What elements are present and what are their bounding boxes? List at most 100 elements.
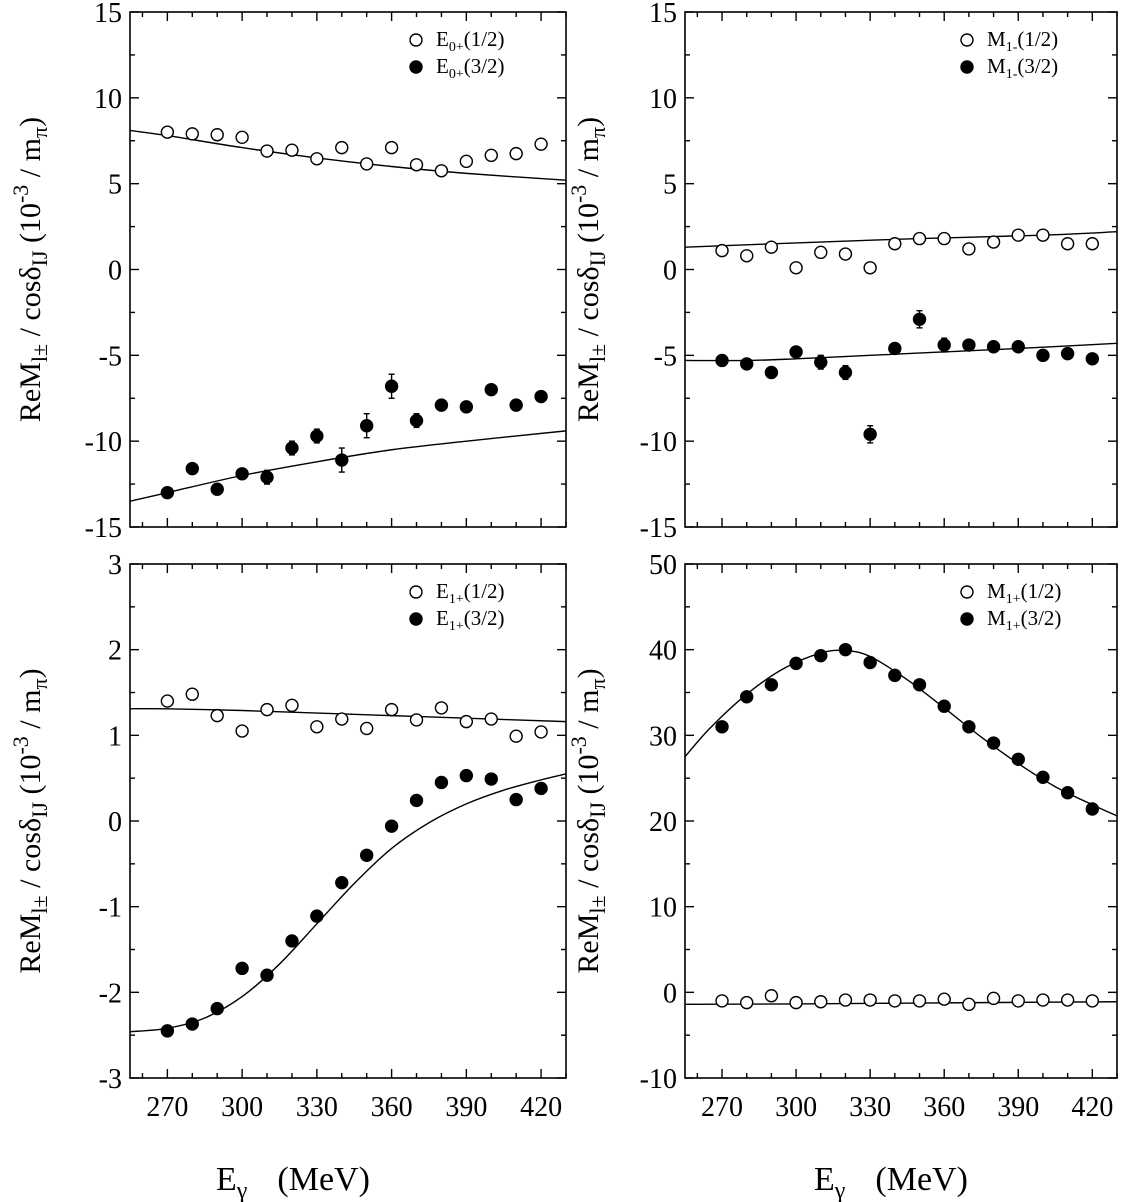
y-tick-label: 0 bbox=[663, 978, 677, 1009]
data-point bbox=[509, 792, 523, 807]
data-point bbox=[937, 992, 951, 1006]
x-tick-label: 390 bbox=[445, 1092, 487, 1123]
legend-label: M1-(3/2) bbox=[987, 54, 1058, 82]
data-point bbox=[863, 993, 877, 1007]
data-point bbox=[434, 701, 449, 715]
y-tick-label: 0 bbox=[108, 807, 122, 838]
data-point bbox=[937, 338, 951, 352]
data-point bbox=[814, 355, 828, 369]
legend-label: M1-(1/2) bbox=[987, 27, 1058, 55]
data-point bbox=[986, 736, 1001, 750]
legend-marker bbox=[960, 33, 974, 47]
data-point bbox=[459, 400, 474, 414]
data-point bbox=[814, 995, 828, 1009]
plot-frame bbox=[129, 563, 567, 1079]
data-point bbox=[863, 261, 877, 275]
legend-label: E0+(1/2) bbox=[436, 27, 505, 55]
data-point bbox=[986, 235, 1001, 249]
legend-marker bbox=[409, 33, 423, 47]
y-tick-label: -10 bbox=[85, 427, 122, 458]
series-E1+-filled bbox=[160, 768, 548, 1038]
data-point bbox=[1060, 237, 1075, 251]
legend-label: E0+(3/2) bbox=[436, 54, 505, 82]
data-point bbox=[260, 144, 274, 158]
panel-top-left: 15 10 5 0 -5 -10 -15 ReMl± / cosδIJ (10-3 / mπ)… bbox=[8, 0, 567, 544]
x-tick-label: 300 bbox=[221, 1092, 263, 1123]
data-point bbox=[740, 995, 754, 1010]
data-point bbox=[1036, 770, 1050, 785]
x-tick-label: 300 bbox=[775, 1092, 817, 1123]
legend: M1+(1/2)M1+(3/2) bbox=[960, 579, 1061, 634]
data-point bbox=[962, 720, 976, 734]
x-tick-label: 390 bbox=[997, 1092, 1039, 1123]
data-point bbox=[1085, 994, 1100, 1008]
plot-frame bbox=[684, 11, 1118, 528]
legend-marker bbox=[409, 60, 423, 74]
data-point bbox=[789, 995, 803, 1010]
data-point bbox=[235, 130, 249, 145]
data-point bbox=[1011, 340, 1025, 354]
y-axis-title: ReMl± / cosδIJ (10-3 / mπ) bbox=[566, 668, 610, 973]
data-point bbox=[285, 143, 299, 157]
y-tick-label: 5 bbox=[663, 170, 677, 201]
data-point bbox=[534, 137, 548, 151]
y-tick-label: -2 bbox=[99, 978, 122, 1009]
data-point bbox=[160, 694, 175, 708]
y-tick-label: 10 bbox=[649, 893, 677, 924]
data-point bbox=[740, 249, 754, 263]
data-point bbox=[335, 875, 349, 890]
x-axis-title-left: Eγ (MeV) bbox=[216, 1161, 370, 1202]
data-point bbox=[310, 909, 324, 923]
data-point bbox=[359, 419, 374, 433]
data-point bbox=[1011, 752, 1025, 767]
y-tick-label: -5 bbox=[654, 341, 677, 372]
y-axis-title: ReMl± / cosδIJ (10-3 / mπ) bbox=[8, 668, 52, 973]
data-point bbox=[210, 708, 224, 723]
series-E0+-open bbox=[160, 125, 548, 178]
legend-marker bbox=[960, 60, 974, 74]
data-point bbox=[484, 148, 498, 163]
y-tick-label: 10 bbox=[649, 84, 677, 115]
data-point bbox=[260, 470, 274, 484]
y-tick-label: -3 bbox=[99, 1064, 122, 1095]
legend-marker bbox=[409, 585, 423, 599]
plot-frame bbox=[129, 11, 567, 528]
data-point bbox=[409, 158, 424, 172]
legend-label: E1+(3/2) bbox=[436, 606, 505, 634]
data-point bbox=[814, 648, 828, 663]
y-tick-label: 40 bbox=[649, 636, 677, 667]
data-point bbox=[484, 382, 498, 397]
data-point bbox=[888, 668, 902, 683]
legend-marker bbox=[409, 612, 423, 626]
legend-label: E1+(1/2) bbox=[436, 579, 505, 607]
data-point bbox=[185, 687, 199, 701]
data-point bbox=[484, 712, 498, 726]
legend: E1+(1/2)E1+(3/2) bbox=[409, 579, 505, 634]
legend: E0+(1/2)E0+(3/2) bbox=[409, 27, 505, 82]
legend-label: M1+(1/2) bbox=[987, 579, 1061, 607]
legend: M1-(1/2)M1-(3/2) bbox=[960, 27, 1058, 82]
y-tick-label: 30 bbox=[649, 721, 677, 752]
x-tick-label: 270 bbox=[146, 1092, 188, 1123]
y-tick-label: 10 bbox=[94, 84, 122, 115]
data-point bbox=[359, 157, 374, 171]
data-point bbox=[912, 994, 927, 1008]
data-point bbox=[740, 357, 754, 371]
series-M1--open bbox=[715, 228, 1100, 275]
data-point bbox=[838, 365, 853, 380]
data-point bbox=[235, 467, 249, 481]
data-point bbox=[863, 427, 877, 441]
x-tick-label: 420 bbox=[520, 1092, 562, 1123]
data-point bbox=[1085, 352, 1100, 366]
data-point bbox=[260, 968, 274, 982]
data-point bbox=[160, 125, 175, 139]
data-point bbox=[912, 312, 927, 326]
y-tick-label: -10 bbox=[640, 427, 677, 458]
series-E1+-open bbox=[160, 687, 548, 743]
data-point bbox=[285, 441, 299, 455]
fit-curve-2 bbox=[130, 773, 566, 1033]
data-point bbox=[384, 819, 399, 833]
y-tick-label: 0 bbox=[663, 256, 677, 287]
data-point bbox=[534, 781, 548, 796]
data-point bbox=[912, 678, 927, 692]
